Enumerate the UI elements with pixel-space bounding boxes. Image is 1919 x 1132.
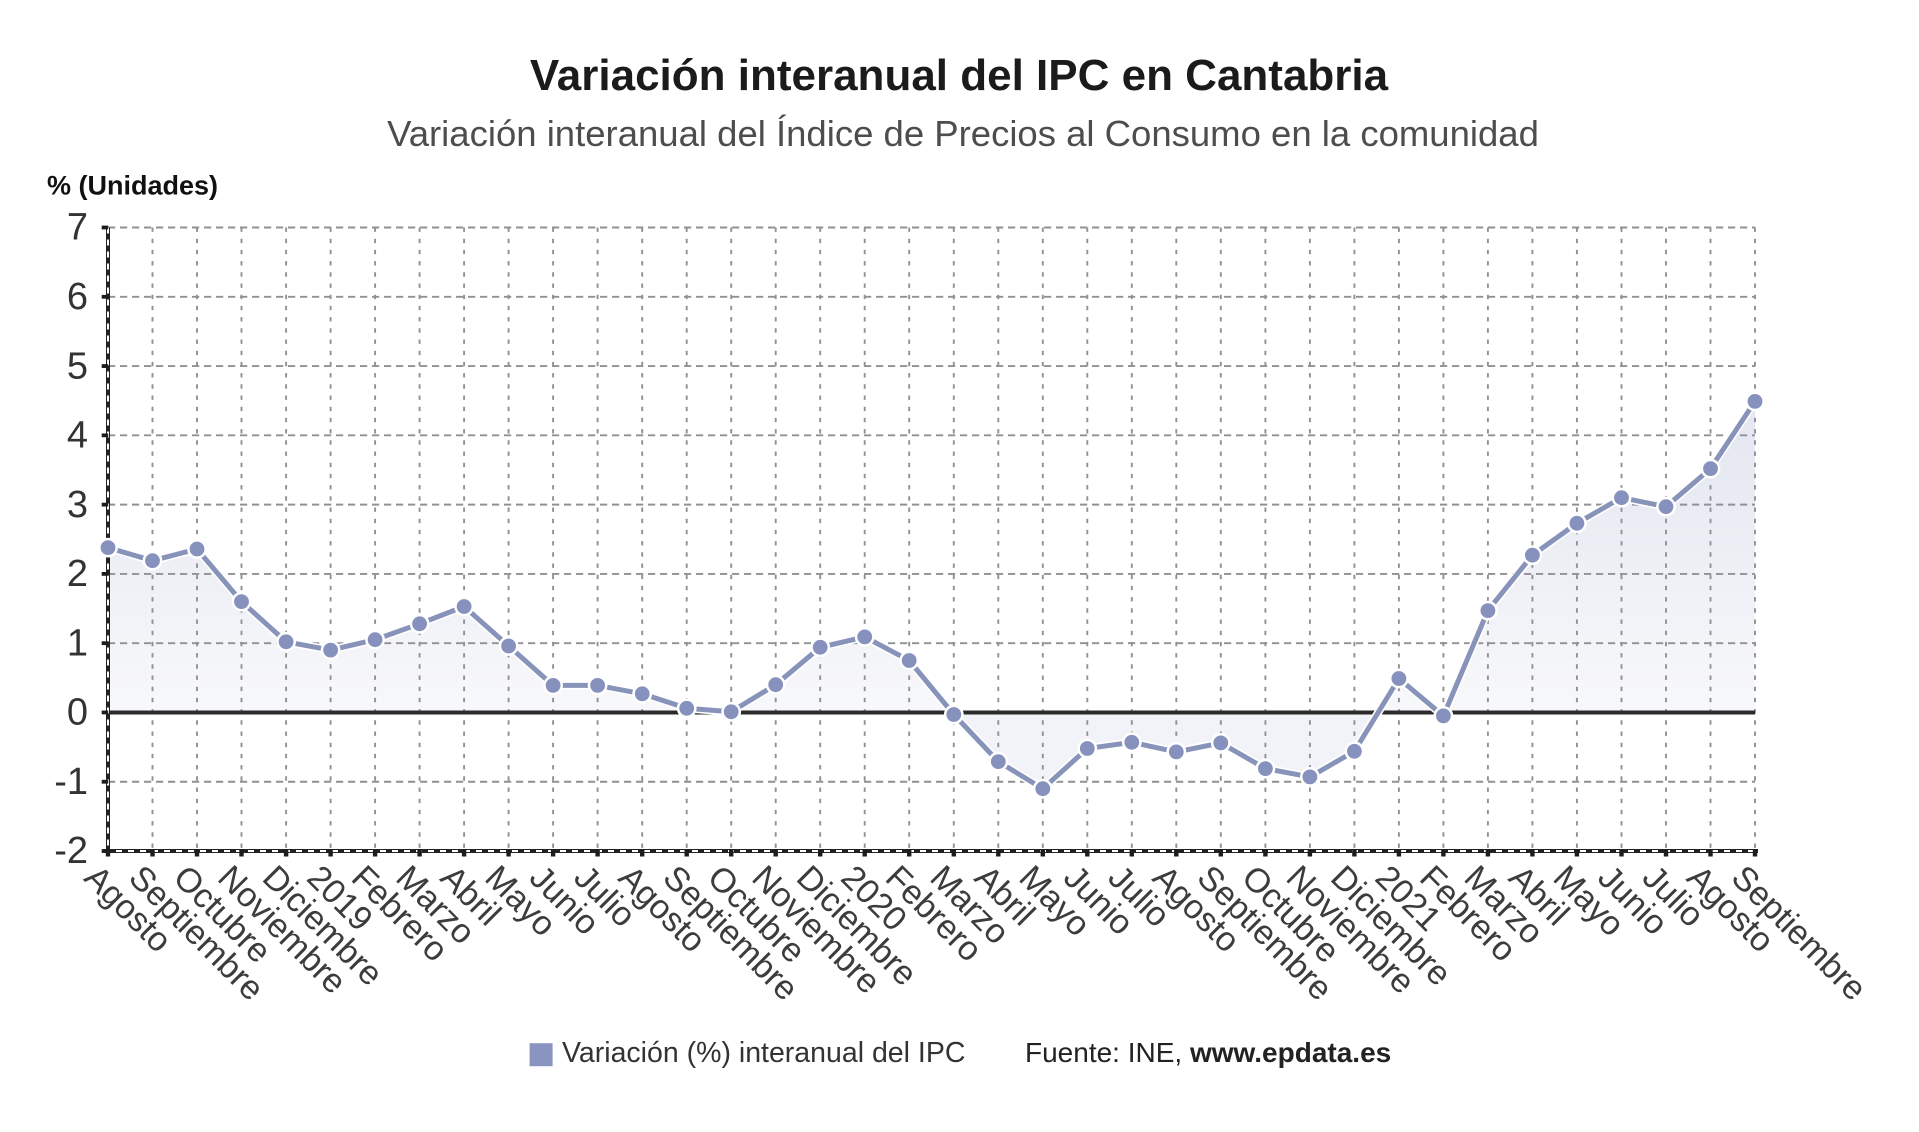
svg-text:2: 2 xyxy=(67,553,88,595)
svg-text:3: 3 xyxy=(67,484,88,526)
svg-text:-1: -1 xyxy=(54,761,88,803)
svg-text:7: 7 xyxy=(67,207,88,249)
svg-text:1: 1 xyxy=(67,622,88,664)
svg-text:Fuente: INE, www.epdata.es: Fuente: INE, www.epdata.es xyxy=(1025,1037,1391,1068)
svg-text:6: 6 xyxy=(67,276,88,318)
svg-text:Variación interanual del IPC e: Variación interanual del IPC en Cantabri… xyxy=(530,51,1389,100)
svg-text:4: 4 xyxy=(67,415,88,457)
svg-text:Variación interanual del Índic: Variación interanual del Índice de Preci… xyxy=(387,113,1539,154)
svg-text:0: 0 xyxy=(67,692,88,734)
svg-text:5: 5 xyxy=(67,345,88,387)
svg-text:Variación (%) interanual del I: Variación (%) interanual del IPC xyxy=(562,1037,965,1069)
svg-text:% (Unidades): % (Unidades) xyxy=(47,171,218,201)
svg-text:-2: -2 xyxy=(54,830,88,872)
